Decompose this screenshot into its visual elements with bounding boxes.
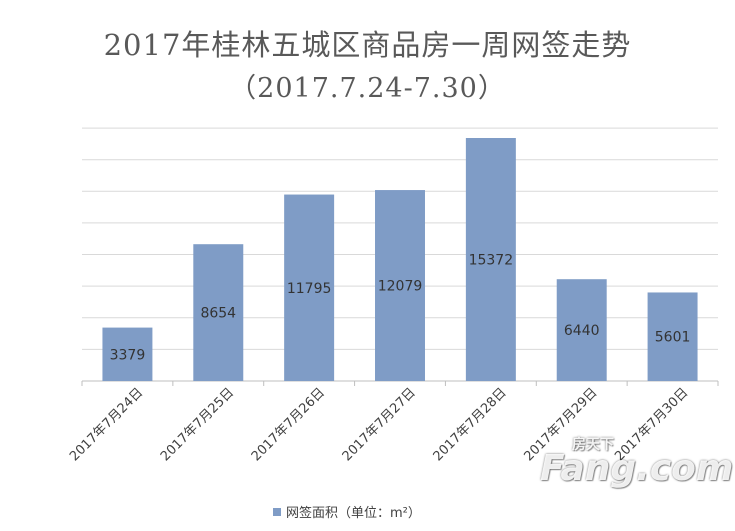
data-label: 15372 <box>469 253 514 269</box>
watermark-top-text: 房天下 <box>572 434 614 454</box>
legend-swatch <box>273 508 281 516</box>
legend-label: 网签面积（单位：m²） <box>286 502 421 521</box>
watermark-logo: 房天下 Fang.com <box>540 448 733 489</box>
data-label: 3379 <box>110 347 146 363</box>
data-label: 11795 <box>287 281 332 297</box>
watermark-main-text: Fang.com <box>540 448 733 489</box>
x-tick-label: 2017年7月28日 <box>431 385 510 464</box>
data-label: 6440 <box>564 323 600 339</box>
x-tick-label: 2017年7月25日 <box>158 385 237 464</box>
x-tick-label: 2017年7月27日 <box>340 385 419 464</box>
x-tick-label: 2017年7月26日 <box>249 385 328 464</box>
data-label: 12079 <box>378 279 423 295</box>
x-tick-label: 2017年7月24日 <box>67 385 146 464</box>
data-label: 8654 <box>200 306 236 322</box>
legend: 网签面积（单位：m²） <box>273 502 421 521</box>
data-label: 5601 <box>655 330 691 346</box>
